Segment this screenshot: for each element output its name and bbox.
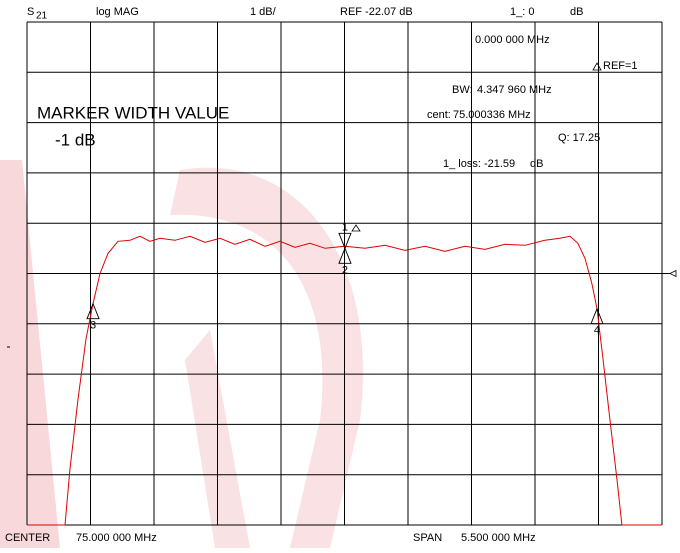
q-value: Q: 17.25 — [558, 132, 600, 144]
span-value: 5.500 000 MHz — [461, 532, 536, 544]
reference-arrow — [669, 269, 677, 278]
loss-unit: dB — [530, 158, 543, 170]
width-value: -1 dB — [55, 130, 96, 149]
graticule — [26, 21, 663, 526]
loss: 1_ loss: -21.59 — [443, 158, 515, 170]
center-value: 75.000 000 MHz — [76, 532, 157, 544]
cent-label: cent: — [427, 109, 451, 121]
reference: REF -22.07 dB — [340, 6, 413, 18]
delta-ref-icon — [351, 224, 361, 232]
format: log MAG — [96, 6, 139, 18]
watermark — [0, 160, 364, 548]
cent-value: 75.000336 MHz — [453, 109, 531, 121]
scale: 1 dB/ — [250, 6, 277, 18]
param: S — [27, 6, 34, 18]
delta-icon — [592, 62, 602, 71]
bw-value: 4.347 960 MHz — [477, 84, 552, 96]
marker — [338, 232, 352, 250]
ref-marker: REF=1 — [603, 60, 638, 72]
trace — [27, 235, 662, 526]
annotation-title: MARKER WIDTH VALUE — [37, 103, 229, 122]
marker-label: 2 — [342, 264, 348, 276]
marker-label: 3 — [90, 320, 96, 332]
param-sub: 21 — [36, 11, 48, 22]
span-label: SPAN — [413, 532, 442, 544]
bw-label: BW: — [452, 84, 473, 96]
marker-unit: dB — [570, 6, 583, 18]
marker — [86, 302, 100, 320]
marker — [590, 307, 604, 325]
marker-freq: 0.000 000 MHz — [475, 34, 550, 46]
marker-label: 1 — [342, 221, 348, 233]
marker-label: 4 — [594, 325, 600, 337]
marker — [338, 247, 352, 264]
marker-label: 1_: 0 — [510, 6, 534, 18]
center-label: CENTER — [5, 532, 50, 544]
